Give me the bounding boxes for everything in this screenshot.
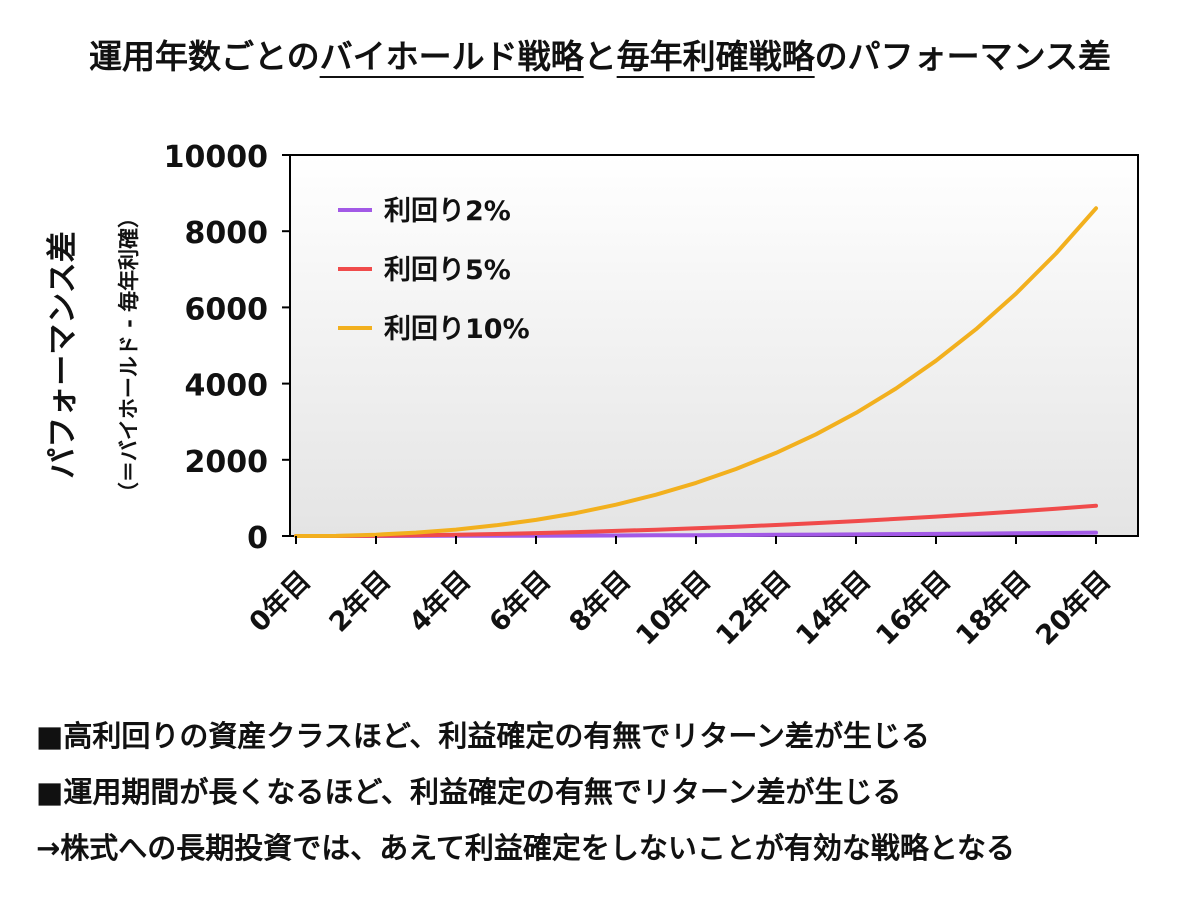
x-tick-label: 10年目	[630, 564, 717, 651]
y-tick-label: 4000	[185, 369, 269, 404]
legend-label-1: 利回り5%	[384, 255, 511, 286]
title-part-1: 運用年数ごとの	[88, 37, 320, 76]
x-tick-label: 6年目	[483, 564, 557, 638]
x-tick-label: 0年目	[243, 564, 317, 638]
title-annual-profit-taking: 毎年利確戦略	[616, 37, 815, 76]
title-buy-hold: バイホールド戦略	[319, 37, 584, 76]
x-tick-label: 4年目	[403, 564, 477, 638]
title-part-5: のパフォーマンス差	[814, 37, 1111, 76]
x-tick-label: 2年目	[323, 564, 397, 638]
series-line-2	[294, 206, 1098, 538]
y-tick-label: 6000	[185, 292, 269, 327]
x-tick-label: 8年目	[563, 564, 637, 638]
y-axis-subtitle: （＝バイホールド - 毎年利確）	[117, 207, 141, 503]
y-tick-label: 8000	[185, 216, 269, 251]
y-tick-label: 0	[247, 521, 268, 556]
series-line-1	[294, 503, 1098, 538]
legend-label-2: 利回り10%	[384, 314, 530, 345]
y-axis-title: パフォーマンス差	[45, 231, 81, 478]
title-part-3: と	[583, 37, 617, 76]
x-tick-label: 18年目	[950, 564, 1037, 651]
x-tick-label: 12年目	[710, 564, 797, 651]
notes: ■高利回りの資産クラスほど、利益確定の有無でリターン差が生じる ■運用期間が長く…	[36, 708, 1015, 876]
y-tick-label: 2000	[185, 445, 269, 480]
chart-title: 運用年数ごとのバイホールド戦略と毎年利確戦略のパフォーマンス差	[0, 30, 1200, 78]
note-high-yield: ■高利回りの資産クラスほど、利益確定の有無でリターン差が生じる	[36, 719, 930, 753]
x-tick-label: 14年目	[790, 564, 877, 651]
y-tick-label: 10000	[164, 140, 268, 175]
x-tick-label: 16年目	[870, 564, 957, 651]
line-chart: 0 2000 4000 6000 8000 10000 0年目 2年目 4年目 6年目 8年目10…	[45, 140, 1139, 652]
legend-label-0: 利回り2%	[384, 196, 511, 227]
x-tick-label: 20年目	[1030, 564, 1117, 651]
plot-area	[289, 154, 1139, 537]
note-long-period: ■運用期間が長くなるほど、利益確定の有無でリターン差が生じる	[36, 775, 902, 809]
note-conclusion: →株式への長期投資では、あえて利益確定をしないことが有効な戦略となる	[36, 831, 1015, 865]
